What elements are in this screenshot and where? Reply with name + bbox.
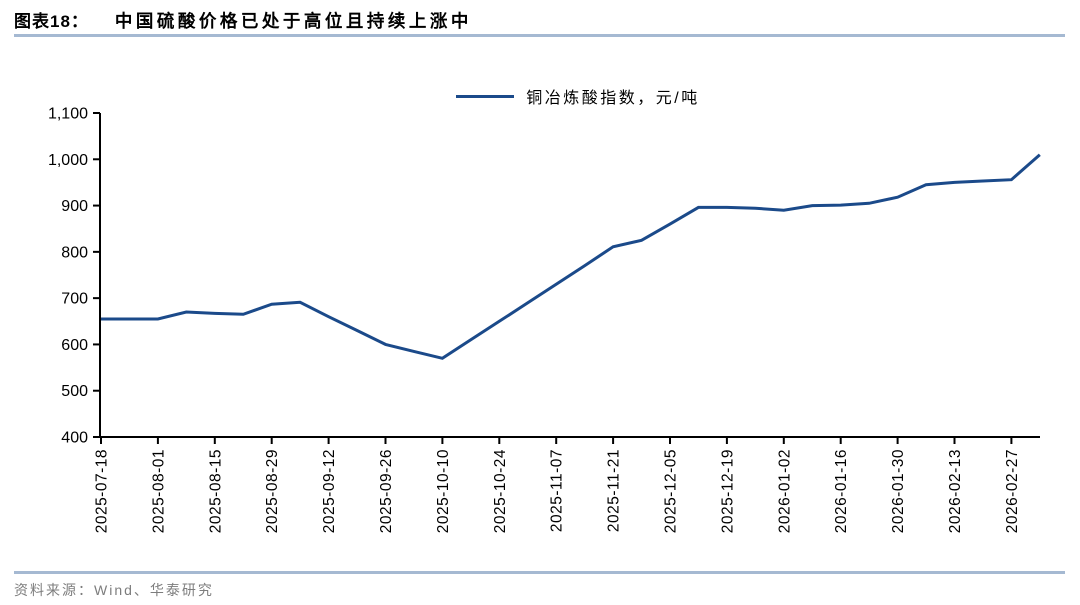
y-axis-label: 900 (61, 198, 88, 215)
chart-legend: 铜冶炼酸指数，元/吨 (38, 84, 1080, 108)
x-axis-label: 2025-10-10 (435, 449, 452, 533)
figure-title: 中国硫酸价格已处于高位且持续上涨中 (114, 11, 472, 31)
x-axis-label: 2025-12-19 (719, 449, 736, 533)
y-axis-label: 800 (61, 244, 88, 261)
x-axis-label: 2025-11-07 (549, 449, 566, 532)
legend-line-swatch (456, 94, 515, 98)
header-divider (14, 34, 1065, 37)
x-axis-label: 2026-01-16 (833, 449, 850, 533)
y-axis-label: 1,000 (48, 152, 88, 169)
x-axis-label: 2025-09-26 (378, 449, 395, 533)
figure-number: 图表18： (14, 12, 89, 31)
series-line (101, 153, 1041, 360)
x-axis-label: 2025-08-01 (150, 449, 167, 533)
x-axis-label: 2025-08-15 (207, 449, 224, 533)
x-axis-label: 2026-02-13 (947, 449, 964, 533)
x-axis-label: 2025-07-18 (94, 449, 111, 533)
line-chart: 1,100 1,000 900 800 700 600 500 400 2025-07-18 20… (48, 106, 1041, 533)
x-axis-label: 2026-01-02 (776, 449, 793, 533)
y-axis-label: 500 (61, 383, 88, 400)
y-axis-label: 700 (61, 291, 88, 308)
x-axis-label: 2025-10-24 (492, 449, 509, 533)
x-axis-label: 2025-09-12 (321, 449, 338, 533)
x-axis-label: 2025-08-29 (264, 449, 281, 533)
x-axis-label: 2025-11-21 (606, 449, 623, 532)
x-axis-label: 2026-02-27 (1004, 449, 1021, 533)
x-axis-label: 2025-12-05 (663, 449, 680, 533)
y-axis-label: 1,100 (48, 106, 88, 123)
chart-header: 图表18： 中国硫酸价格已处于高位且持续上涨中 (14, 7, 472, 33)
x-axis-label: 2026-01-30 (890, 449, 907, 533)
source-note: 资料来源：Wind、华泰研究 (14, 582, 214, 598)
legend-label: 铜冶炼酸指数，元/吨 (526, 90, 700, 107)
y-axis-label: 600 (61, 337, 88, 354)
footer-divider (14, 571, 1065, 574)
y-axis-label: 400 (61, 430, 88, 447)
